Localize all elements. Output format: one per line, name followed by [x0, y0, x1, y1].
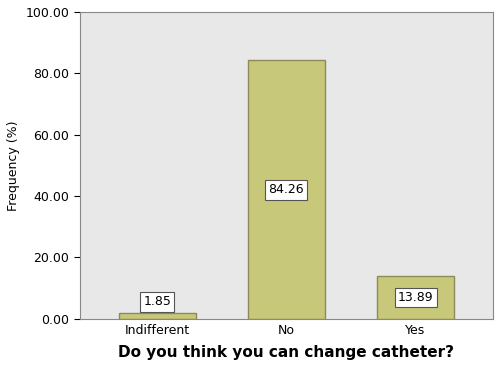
- Bar: [248, 60, 325, 319]
- Y-axis label: Frequency (%): Frequency (%): [7, 120, 20, 211]
- X-axis label: Do you think you can change catheter?: Do you think you can change catheter?: [118, 345, 454, 360]
- Text: 1.85: 1.85: [144, 295, 171, 309]
- Text: 13.89: 13.89: [398, 291, 434, 304]
- Bar: [118, 313, 196, 319]
- Bar: [377, 276, 454, 319]
- Text: 84.26: 84.26: [268, 184, 304, 196]
